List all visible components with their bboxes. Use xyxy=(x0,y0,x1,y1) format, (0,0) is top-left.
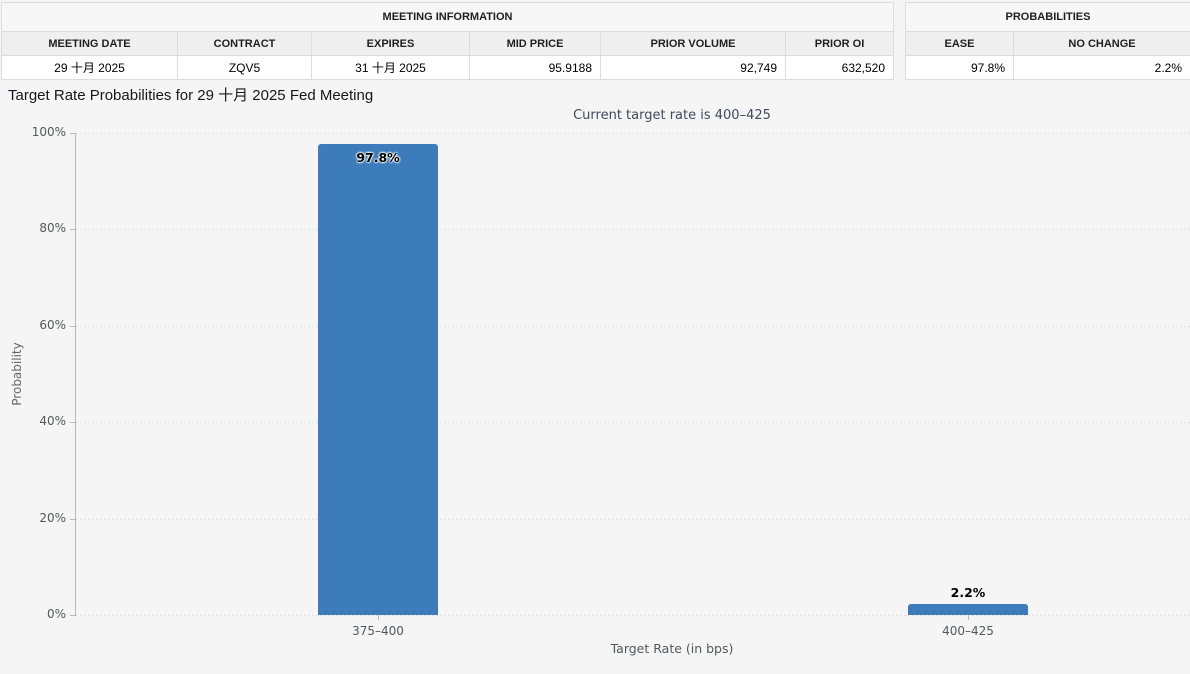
col-header-expires: EXPIRES xyxy=(311,31,470,56)
y-tick-label-20: 20% xyxy=(39,511,66,525)
contract-value: ZQV5 xyxy=(177,55,312,80)
probability-bar-1: 97.8% xyxy=(318,144,438,615)
y-axis-title: Probability xyxy=(10,342,24,406)
x-tick-label-1: 375–400 xyxy=(352,624,404,638)
gridline-0 xyxy=(76,615,1190,616)
col-header-mid-price: MID PRICE xyxy=(469,31,601,56)
page-title: Target Rate Probabilities for 29 十月 2025… xyxy=(8,87,374,104)
col-header-contract: CONTRACT xyxy=(177,31,312,56)
col-header-prior-oi: PRIOR OI xyxy=(784,31,895,56)
y-axis-tick xyxy=(70,615,76,616)
meeting-date-value: 29 十月 2025 xyxy=(1,55,178,80)
meeting-information-data-row: 29 十月 2025 ZQV5 31 十月 2025 95.9188 92,74… xyxy=(1,55,895,80)
y-tick-label-40: 40% xyxy=(39,414,66,428)
y-axis-tick xyxy=(70,519,76,520)
gridline-100 xyxy=(76,133,1190,134)
probabilities-table: PROBABILITIES EASE NO CHANGE 97.8% 2.2% xyxy=(904,2,1190,80)
col-header-no-change: NO CHANGE xyxy=(1012,31,1190,56)
y-axis-tick xyxy=(70,133,76,134)
chart-subtitle: Current target rate is 400–425 xyxy=(573,108,771,123)
y-tick-label-80: 80% xyxy=(39,221,66,235)
mid-price-value: 95.9188 xyxy=(469,55,601,80)
x-axis-title: Target Rate (in bps) xyxy=(610,641,734,656)
x-tick-label-2: 400–425 xyxy=(942,624,994,638)
x-axis-tick xyxy=(968,615,969,620)
y-axis-tick xyxy=(70,326,76,327)
gridline-40 xyxy=(76,422,1190,423)
probabilities-header-row: EASE NO CHANGE xyxy=(905,31,1190,56)
y-axis-tick xyxy=(70,229,76,230)
gridline-60 xyxy=(76,326,1190,327)
y-tick-label-60: 60% xyxy=(39,318,66,332)
meeting-information-table: MEETING INFORMATION MEETING DATE CONTRAC… xyxy=(0,2,895,80)
probability-bar-2: 2.2% xyxy=(908,585,1028,615)
bar-value-label-1: 97.8% xyxy=(356,150,400,165)
ease-value: 97.8% xyxy=(905,55,1014,80)
no-change-value: 2.2% xyxy=(1012,55,1190,80)
meeting-information-header-row: MEETING DATE CONTRACT EXPIRES MID PRICE … xyxy=(1,31,895,56)
col-header-prior-volume: PRIOR VOLUME xyxy=(600,31,786,56)
expires-value: 31 十月 2025 xyxy=(311,55,470,80)
col-header-ease: EASE xyxy=(905,31,1014,56)
y-tick-label-100: 100% xyxy=(31,125,66,139)
x-axis-tick xyxy=(378,615,379,620)
plot-area: 100% 80% 60% 40% 20% 0% 97.8% 2.2% 375–4… xyxy=(32,125,1190,638)
gridline-80 xyxy=(76,229,1190,230)
col-header-meeting-date: MEETING DATE xyxy=(1,31,178,56)
prior-volume-value: 92,749 xyxy=(600,55,786,80)
gridline-20 xyxy=(76,519,1190,520)
meeting-information-title: MEETING INFORMATION xyxy=(0,2,895,32)
y-tick-label-0: 0% xyxy=(46,607,66,621)
probabilities-data-row: 97.8% 2.2% xyxy=(905,55,1190,80)
bar-value-label-2: 2.2% xyxy=(950,585,986,600)
y-axis-tick xyxy=(70,422,76,423)
prior-oi-value: 632,520 xyxy=(784,55,895,80)
